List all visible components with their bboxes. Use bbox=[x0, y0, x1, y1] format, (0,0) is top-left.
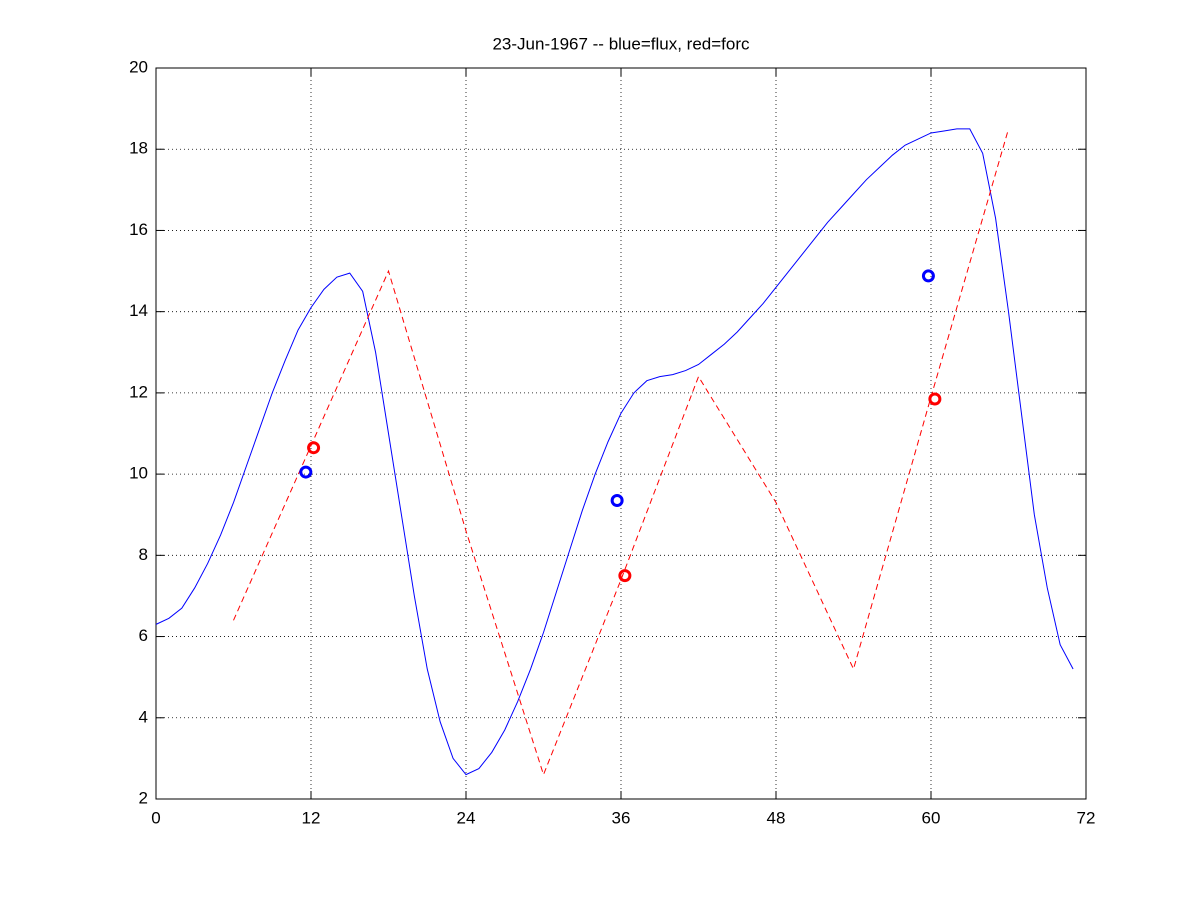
data-point bbox=[928, 392, 942, 406]
y-tick-label: 10 bbox=[129, 464, 148, 483]
data-point bbox=[307, 441, 321, 455]
data-point bbox=[921, 269, 935, 283]
x-tick-label: 48 bbox=[767, 808, 786, 827]
data-line bbox=[233, 128, 1009, 777]
y-tick-label: 2 bbox=[139, 788, 148, 807]
y-tick-label: 4 bbox=[139, 707, 148, 726]
y-tick-label: 8 bbox=[139, 545, 148, 564]
x-tick-label: 36 bbox=[612, 808, 631, 827]
data-point bbox=[299, 465, 313, 479]
x-tick-label: 12 bbox=[302, 808, 321, 827]
x-tick-label: 0 bbox=[151, 808, 160, 827]
plot-frame bbox=[155, 67, 1087, 800]
chart-title: 23-Jun-1967 -- blue=flux, red=forc bbox=[492, 34, 750, 53]
y-tick-label: 12 bbox=[129, 382, 148, 401]
data-line bbox=[155, 128, 1074, 776]
data-point bbox=[618, 569, 632, 583]
x-tick-label: 72 bbox=[1077, 808, 1096, 827]
y-tick-label: 18 bbox=[129, 139, 148, 158]
y-tick-label: 6 bbox=[139, 626, 148, 645]
x-tick-label: 24 bbox=[457, 808, 476, 827]
y-tick-label: 20 bbox=[129, 57, 148, 76]
y-tick-label: 16 bbox=[129, 220, 148, 239]
data-point bbox=[610, 494, 624, 508]
y-tick-label: 14 bbox=[129, 301, 148, 320]
x-tick-label: 60 bbox=[922, 808, 941, 827]
